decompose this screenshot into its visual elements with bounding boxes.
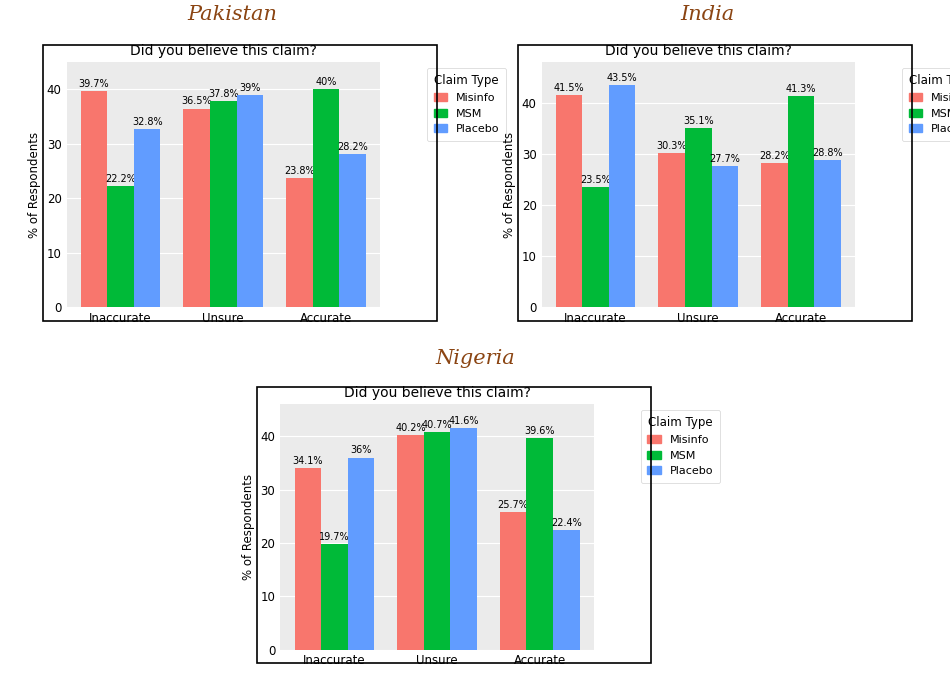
Bar	[210, 102, 237, 307]
Text: 39.7%: 39.7%	[79, 79, 109, 89]
Bar	[658, 153, 685, 307]
Legend: Misinfo, MSM, Placebo: Misinfo, MSM, Placebo	[428, 68, 506, 141]
Text: 25.7%: 25.7%	[498, 500, 528, 511]
Text: 22.4%: 22.4%	[551, 518, 581, 528]
Text: 23.5%: 23.5%	[580, 176, 611, 185]
Bar	[685, 128, 712, 307]
Text: 22.2%: 22.2%	[105, 174, 136, 184]
Bar	[556, 95, 582, 307]
Bar	[237, 95, 263, 307]
Text: 39%: 39%	[239, 83, 260, 93]
Bar	[526, 438, 553, 650]
Title: Did you believe this claim?: Did you believe this claim?	[605, 44, 791, 58]
Text: 40.7%: 40.7%	[422, 420, 452, 430]
Bar	[313, 89, 339, 307]
Bar	[134, 129, 161, 307]
Text: Nigeria: Nigeria	[435, 349, 515, 368]
Text: 28.2%: 28.2%	[759, 151, 789, 161]
Bar	[339, 154, 366, 307]
Bar	[397, 435, 424, 650]
Bar	[609, 85, 636, 307]
Text: 36.5%: 36.5%	[181, 96, 212, 106]
Bar	[553, 530, 580, 650]
Bar	[321, 545, 348, 650]
Text: Pakistan: Pakistan	[188, 6, 277, 24]
Bar	[294, 468, 321, 650]
Text: 34.1%: 34.1%	[293, 455, 323, 466]
Bar	[788, 97, 814, 307]
Text: 30.3%: 30.3%	[656, 140, 687, 151]
Bar	[500, 513, 526, 650]
Bar	[450, 428, 477, 650]
Text: 40%: 40%	[315, 77, 336, 87]
Bar	[712, 166, 738, 307]
Text: 32.8%: 32.8%	[132, 117, 162, 126]
Legend: Misinfo, MSM, Placebo: Misinfo, MSM, Placebo	[902, 68, 950, 141]
Title: Did you believe this claim?: Did you believe this claim?	[344, 386, 530, 400]
Bar	[286, 178, 313, 307]
Bar	[107, 187, 134, 307]
Bar	[582, 187, 609, 307]
Legend: Misinfo, MSM, Placebo: Misinfo, MSM, Placebo	[641, 410, 720, 483]
Text: India: India	[680, 6, 735, 24]
Text: 28.2%: 28.2%	[337, 142, 368, 151]
Text: 19.7%: 19.7%	[319, 532, 350, 542]
Bar	[814, 160, 841, 307]
Text: 40.2%: 40.2%	[395, 423, 426, 433]
Text: 41.5%: 41.5%	[554, 84, 584, 93]
Y-axis label: % of Respondents: % of Respondents	[28, 132, 41, 238]
Text: 36%: 36%	[351, 446, 371, 455]
Bar	[424, 433, 450, 650]
Text: 28.8%: 28.8%	[812, 149, 843, 158]
Y-axis label: % of Respondents: % of Respondents	[242, 474, 255, 580]
Title: Did you believe this claim?: Did you believe this claim?	[130, 44, 316, 58]
Text: 35.1%: 35.1%	[683, 116, 713, 126]
Text: 23.8%: 23.8%	[284, 166, 314, 176]
Text: 37.8%: 37.8%	[208, 89, 238, 100]
Text: 41.6%: 41.6%	[448, 415, 479, 426]
Text: 27.7%: 27.7%	[710, 154, 740, 164]
Bar	[183, 108, 210, 307]
Bar	[348, 457, 374, 650]
Text: 39.6%: 39.6%	[524, 426, 555, 436]
Bar	[761, 163, 788, 307]
Y-axis label: % of Respondents: % of Respondents	[504, 132, 516, 238]
Text: 41.3%: 41.3%	[786, 84, 816, 95]
Bar	[81, 91, 107, 307]
Text: 43.5%: 43.5%	[607, 73, 637, 83]
